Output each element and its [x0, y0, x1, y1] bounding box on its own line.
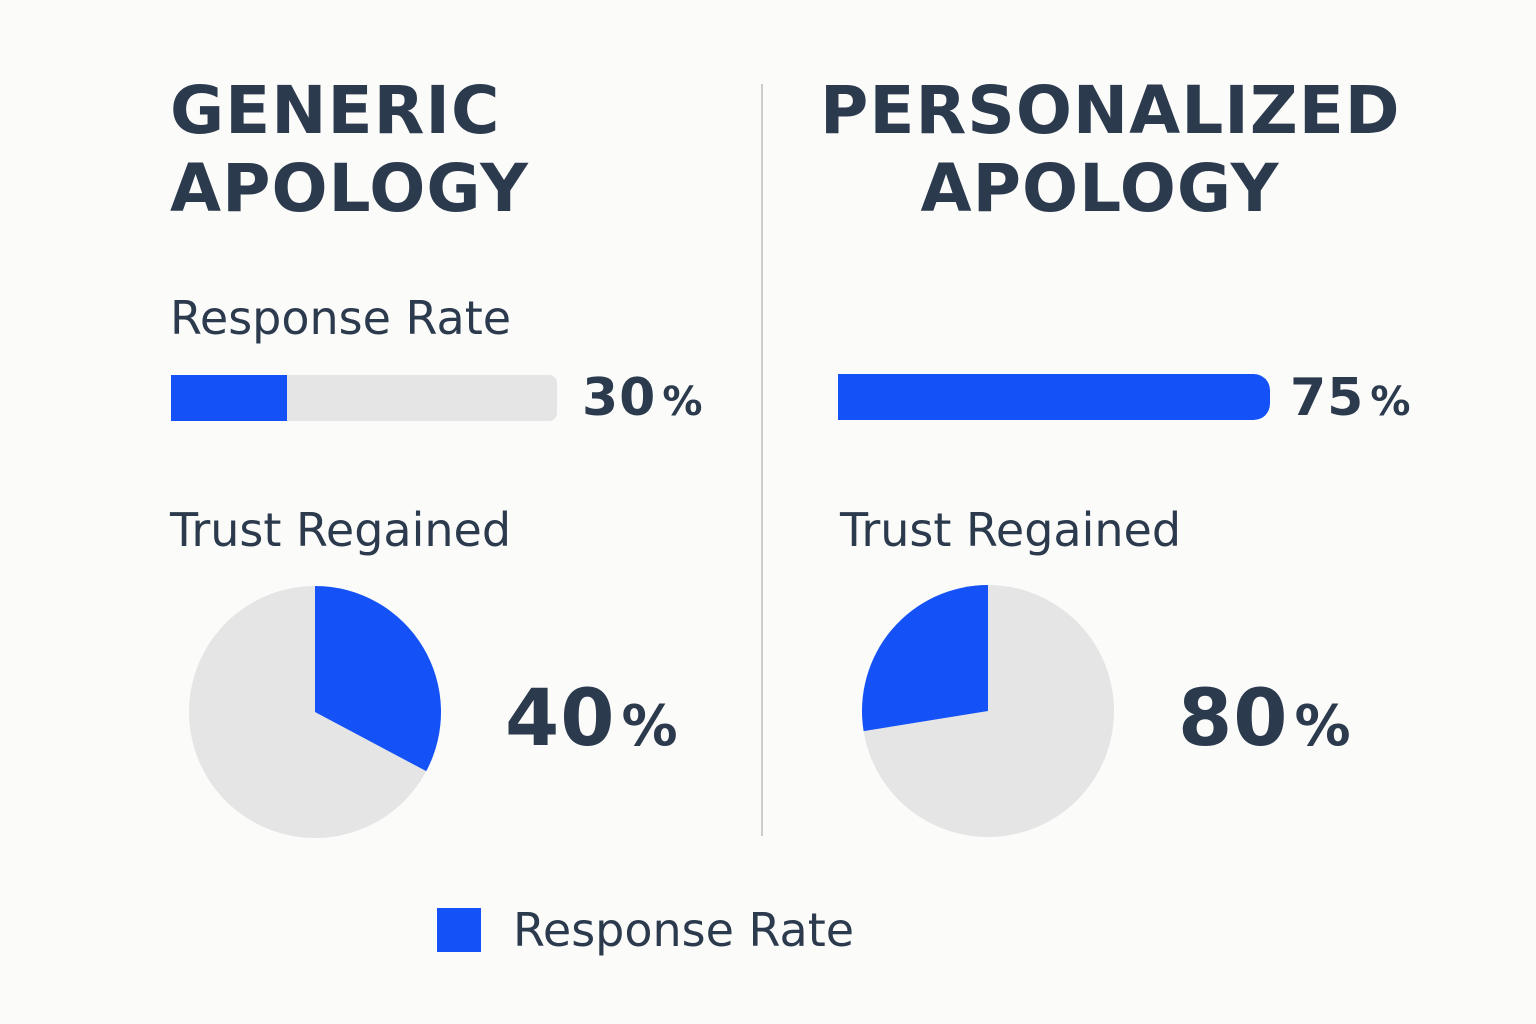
personalized-trust-pie-slice [862, 585, 988, 732]
generic-trust-regained-unit: % [621, 694, 678, 759]
personalized-response-rate-number: 75 [1290, 368, 1365, 428]
panel-divider [761, 84, 763, 836]
generic-response-rate-label: Response Rate [170, 291, 512, 345]
generic-title-line2: APOLOGY [170, 150, 529, 227]
personalized-response-rate-bar [838, 374, 1270, 420]
personalized-title-line2: APOLOGY [920, 150, 1280, 227]
generic-response-rate-bar [171, 375, 557, 421]
generic-apology-title: GENERIC APOLOGY [170, 72, 529, 228]
generic-trust-regained-number: 40 [505, 674, 616, 764]
chart-legend: Response Rate [437, 900, 854, 960]
personalized-trust-regained-label: Trust Regained [840, 503, 1182, 557]
personalized-trust-regained-unit: % [1294, 694, 1351, 759]
generic-trust-regained-label: Trust Regained [170, 503, 512, 557]
generic-response-rate-unit: % [662, 379, 703, 425]
generic-trust-pie-slice [315, 586, 441, 772]
personalized-apology-title: PERSONALIZED APOLOGY [820, 72, 1401, 228]
personalized-trust-regained-number: 80 [1178, 674, 1289, 764]
legend-label-response-rate: Response Rate [513, 903, 855, 957]
personalized-trust-regained-value: 80% [1178, 674, 1351, 772]
personalized-title-line1: PERSONALIZED [820, 72, 1401, 149]
generic-title-line1: GENERIC [170, 72, 501, 149]
personalized-trust-pie [862, 585, 1114, 837]
generic-response-rate-value: 30% [582, 366, 702, 434]
personalized-response-rate-unit: % [1370, 379, 1411, 425]
personalized-response-rate-value: 75% [1290, 366, 1410, 434]
generic-response-rate-bar-fill [171, 375, 287, 421]
generic-response-rate-number: 30 [582, 368, 657, 428]
generic-trust-pie [189, 586, 441, 838]
personalized-response-rate-bar-fill [838, 374, 1270, 420]
legend-swatch-response-rate [437, 908, 481, 952]
generic-trust-regained-value: 40% [505, 674, 678, 772]
